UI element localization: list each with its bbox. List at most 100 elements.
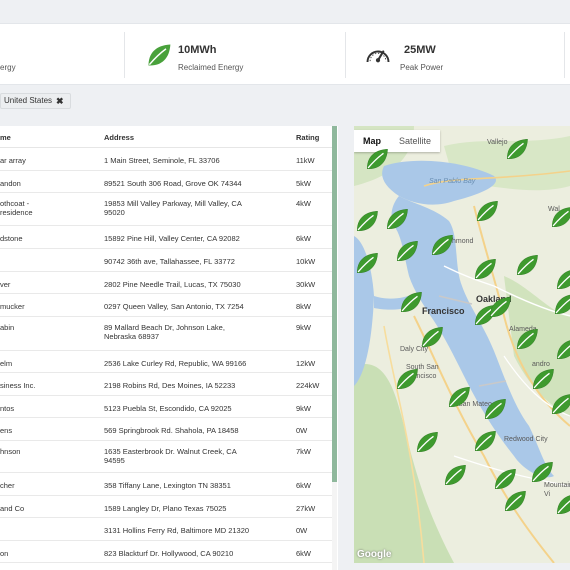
site-rating: 4kW	[296, 199, 311, 208]
leaf-icon[interactable]	[384, 206, 410, 232]
table-row[interactable]: andon 89521 South 306 Road, Grove OK 7434…	[0, 171, 332, 193]
leaf-icon[interactable]	[529, 459, 555, 485]
site-address: 2198 Robins Rd, Des Moines, IA 52233	[104, 381, 236, 390]
leaf-icon[interactable]	[482, 396, 508, 422]
table-row[interactable]: and Co 1589 Langley Dr, Plano Texas 75025…	[0, 496, 332, 518]
site-rating: 6kW	[296, 481, 311, 490]
stat-value: 25MW	[404, 44, 436, 56]
table-row[interactable]: elm 2536 Lake Curley Rd, Republic, WA 991…	[0, 351, 332, 373]
table-row[interactable]: 90742 36th ave, Tallahassee, FL 33772 10k…	[0, 249, 332, 272]
leaf-icon[interactable]	[354, 208, 380, 234]
leaf-icon[interactable]	[554, 336, 570, 362]
leaf-icon[interactable]	[502, 488, 528, 514]
filter-chip-country[interactable]: United States ✖	[0, 93, 71, 109]
leaf-icon[interactable]	[394, 366, 420, 392]
table-header: me Address Rating	[0, 126, 332, 148]
site-name: dstone	[0, 234, 23, 243]
map-label-redwood-city: Redwood City	[504, 436, 548, 443]
site-address: 569 Springbrook Rd. Shahola, PA 18458	[104, 426, 239, 435]
leaf-icon[interactable]	[554, 491, 570, 517]
map-label-walnut-creek: Wal	[548, 206, 560, 213]
leaf-icon[interactable]	[419, 324, 445, 350]
table-row[interactable]: ens 569 Springbrook Rd. Shahola, PA 18458…	[0, 418, 332, 441]
site-rating: 0W	[296, 426, 308, 435]
column-address[interactable]: Address	[104, 133, 135, 142]
site-rating: 9kW	[296, 404, 311, 413]
leaf-icon[interactable]	[514, 326, 540, 352]
leaf-icon[interactable]	[446, 384, 472, 410]
leaf-icon[interactable]	[398, 289, 424, 315]
site-address: 89521 South 306 Road, Grove OK 74344	[104, 179, 242, 188]
leaf-icon[interactable]	[429, 232, 455, 258]
site-rating: 10kW	[296, 257, 316, 266]
site-name: ntos	[0, 404, 15, 413]
site-rating: 12kW	[296, 359, 316, 368]
site-name: elm	[0, 359, 13, 368]
site-rating: 6kW	[296, 234, 311, 243]
table-row[interactable]: othcoat - residence 19853 Mill Valley Par…	[0, 193, 332, 226]
stat-energy: ergy	[0, 24, 124, 84]
table-row[interactable]: abin 89 Mallard Beach Dr, Johnson Lake, N…	[0, 317, 332, 351]
table-row[interactable]: cher 358 Tiffany Lane, Lexington TN 38351…	[0, 473, 332, 496]
leaf-icon[interactable]	[504, 136, 530, 162]
map-label-south-san-francisco: South San Francisco	[406, 364, 439, 380]
google-logo: Google	[357, 549, 392, 560]
site-rating: 8kW	[296, 302, 311, 311]
scrollbar-thumb[interactable]	[332, 126, 337, 482]
site-address: 2802 Pine Needle Trail, Lucas, TX 75030	[104, 280, 241, 289]
leaf-icon[interactable]	[514, 252, 540, 278]
stat-reclaimed-energy: 10MWh Reclaimed Energy	[125, 24, 345, 84]
map-label-alameda: Alameda	[509, 326, 537, 333]
leaf-icon[interactable]	[472, 256, 498, 282]
stat-label: Reclaimed Energy	[178, 63, 244, 72]
tab-satellite[interactable]: Satellite	[399, 136, 432, 146]
leaf-icon[interactable]	[472, 428, 498, 454]
table-row[interactable]: mucker 0297 Queen Valley, San Antonio, TX…	[0, 294, 332, 317]
leaf-icon[interactable]	[487, 294, 513, 320]
leaf-icon[interactable]	[442, 462, 468, 488]
divider	[124, 32, 125, 78]
leaf-icon[interactable]	[394, 238, 420, 264]
table-row[interactable]: ver 2802 Pine Needle Trail, Lucas, TX 750…	[0, 272, 332, 294]
site-address: 89 Mallard Beach Dr, Johnson Lake, Nebra…	[104, 323, 225, 341]
map-label-san-pablo-bay: San Pablo Bay	[429, 178, 476, 185]
map-label-richmond: hmond	[452, 238, 474, 245]
table-row[interactable]: siness Inc. 2198 Robins Rd, Des Moines, I…	[0, 373, 332, 396]
leaf-icon[interactable]	[354, 250, 380, 276]
site-name: othcoat - residence	[0, 199, 33, 217]
site-address: 0297 Queen Valley, San Antonio, TX 7254	[104, 302, 244, 311]
leaf-icon[interactable]	[530, 366, 556, 392]
site-address: 1 Main Street, Seminole, FL 33706	[104, 156, 220, 165]
site-rating: 0W	[296, 526, 308, 535]
stat-peak-power: 25MW Peak Power	[346, 24, 564, 84]
leaf-icon[interactable]	[474, 198, 500, 224]
site-rating: 5kW	[296, 179, 311, 188]
site-address: 358 Tiffany Lane, Lexington TN 38351	[104, 481, 231, 490]
leaf-icon[interactable]	[554, 266, 570, 292]
close-icon[interactable]: ✖	[56, 96, 64, 106]
map-base	[354, 126, 570, 563]
site-name: mucker	[0, 302, 25, 311]
table-row[interactable]: ntos 5123 Puebla St, Escondido, CA 92025 9…	[0, 396, 332, 418]
leaf-icon[interactable]	[552, 291, 570, 317]
table-row[interactable]: on 823 Blackturf Dr. Hollywood, CA 90210 6…	[0, 541, 332, 563]
site-address: 19853 Mill Valley Parkway, Mill Valley, …	[104, 199, 242, 217]
leaf-icon[interactable]	[549, 391, 570, 417]
site-address: 1635 Easterbrook Dr. Walnut Creek, CA 94…	[104, 447, 237, 465]
stat-label: ergy	[0, 63, 16, 72]
leaf-icon[interactable]	[414, 429, 440, 455]
column-name[interactable]: me	[0, 133, 11, 142]
map-label-vallejo: Vallejo	[487, 139, 508, 146]
table-row[interactable]: 3131 Hollins Ferry Rd, Baltimore MD 2132…	[0, 518, 332, 541]
table-row[interactable]: dstone 15892 Pine Hill, Valley Center, CA…	[0, 226, 332, 249]
leaf-icon[interactable]	[492, 466, 518, 492]
table-row[interactable]: hnson 1635 Easterbrook Dr. Walnut Creek, …	[0, 441, 332, 473]
column-rating[interactable]: Rating	[296, 133, 320, 142]
site-address: 3131 Hollins Ferry Rd, Baltimore MD 2132…	[104, 526, 250, 535]
leaf-icon[interactable]	[364, 146, 390, 172]
map-view[interactable]: Map Satellite Vallejo San Pablo Bay hmon…	[354, 126, 570, 563]
leaf-icon[interactable]	[549, 204, 570, 230]
site-name: on	[0, 549, 9, 558]
table-row[interactable]: ar array 1 Main Street, Seminole, FL 3370…	[0, 148, 332, 171]
tab-map[interactable]: Map	[363, 136, 381, 146]
